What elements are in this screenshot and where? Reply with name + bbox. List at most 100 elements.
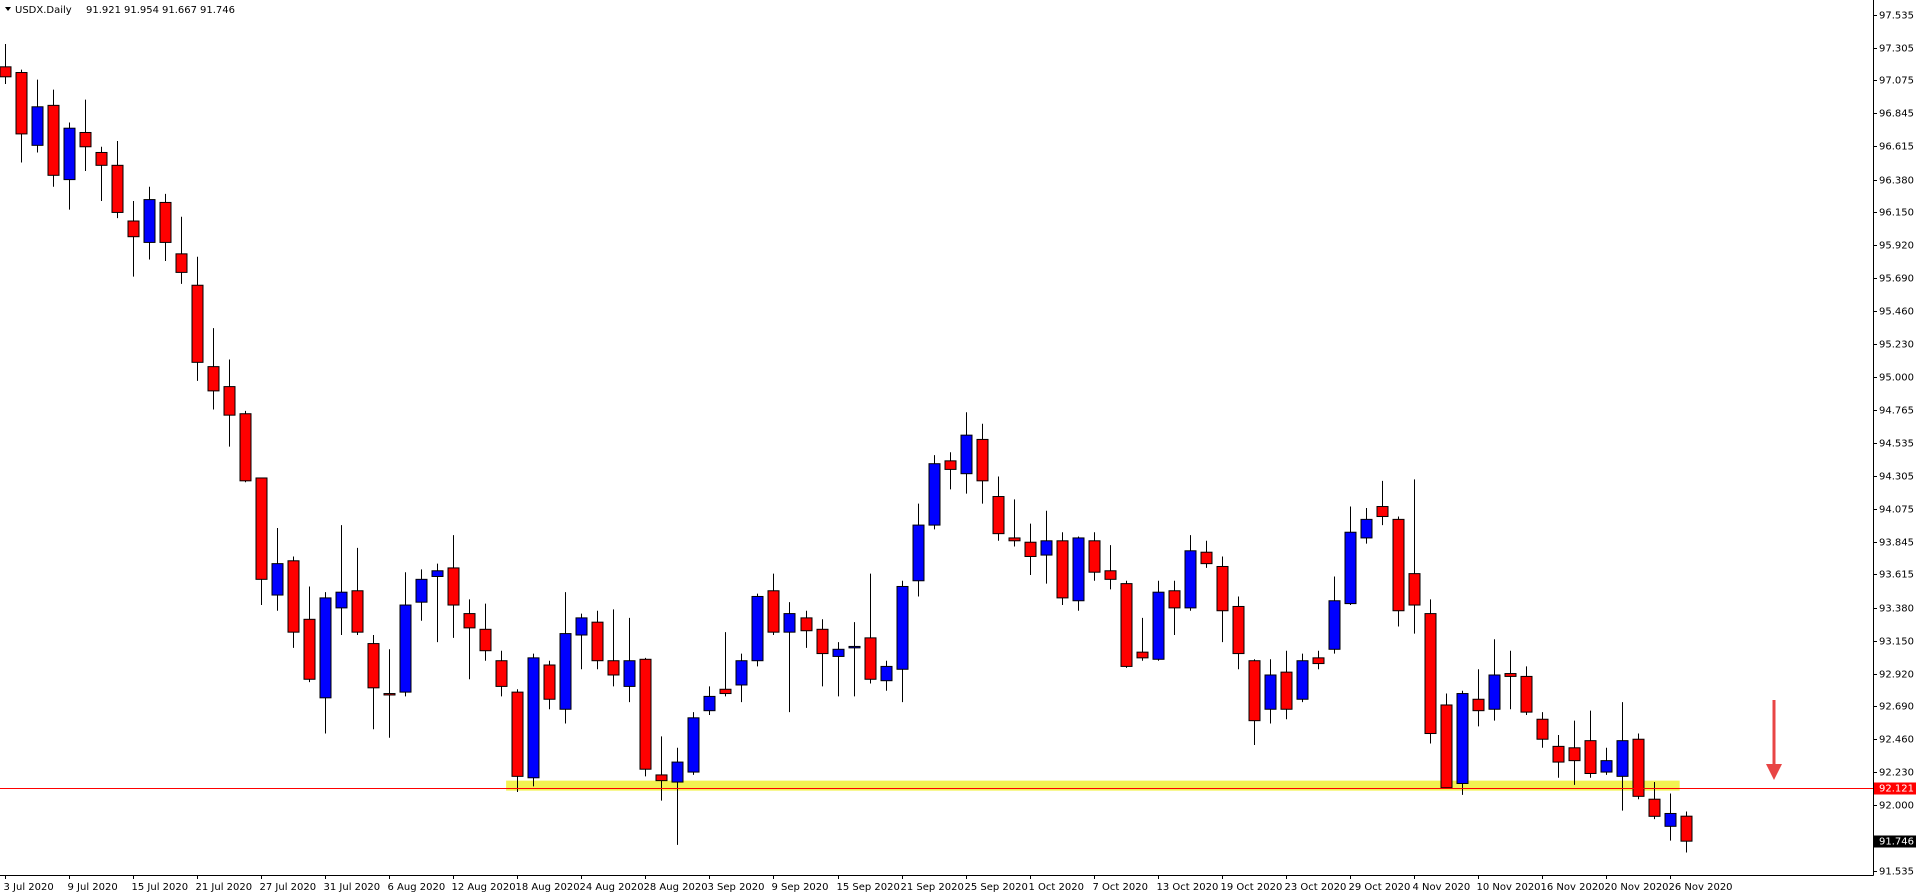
x-tick-label: 25 Sep 2020 [965, 882, 1028, 893]
candle-body [1568, 747, 1581, 762]
x-tick-label: 4 Nov 2020 [1413, 882, 1471, 893]
candle-body [1216, 565, 1229, 612]
candle-body [912, 524, 925, 582]
x-tick-label: 9 Sep 2020 [772, 882, 829, 893]
candle-layer [0, 43, 1693, 853]
candle-body [623, 660, 636, 687]
candle-body [191, 284, 204, 363]
candle-body [1488, 674, 1501, 710]
symbol-label: USDX.Daily [15, 5, 72, 16]
menu-triangle-icon[interactable] [5, 7, 11, 11]
candle-body [447, 567, 460, 606]
x-tick-label: 3 Jul 2020 [4, 882, 54, 893]
x-tick-label: 26 Nov 2020 [1669, 882, 1733, 893]
candle-body [79, 131, 92, 148]
x-tick-label: 24 Aug 2020 [580, 882, 644, 893]
y-tick-label: 92.230 [1879, 768, 1914, 779]
candle-body [1024, 541, 1037, 557]
candle-body [783, 613, 796, 633]
candle-body [1248, 660, 1261, 722]
y-tick-label: 93.845 [1879, 538, 1914, 549]
candle-body [1120, 583, 1133, 667]
candle-body [1648, 798, 1661, 817]
candle-body [63, 127, 76, 181]
y-tick-label: 96.150 [1879, 208, 1914, 219]
candle-body [47, 104, 60, 176]
candle-body [351, 590, 364, 633]
y-tick-label: 94.765 [1879, 406, 1914, 417]
x-tick-label: 3 Sep 2020 [708, 882, 765, 893]
candle-body [175, 253, 188, 273]
x-tick-label: 28 Aug 2020 [644, 882, 708, 893]
candle-body [1632, 738, 1645, 797]
x-tick-label: 21 Sep 2020 [901, 882, 964, 893]
candle-body [607, 660, 620, 676]
y-tick-label: 94.535 [1879, 439, 1914, 450]
candle-body [527, 657, 540, 779]
candle-body [383, 693, 396, 696]
candle-body [1536, 718, 1549, 740]
arrow-head [1766, 764, 1782, 780]
y-tick-label: 94.075 [1879, 505, 1914, 516]
candle-body [735, 660, 748, 686]
candle-body [655, 774, 668, 782]
candle-body [800, 617, 813, 632]
x-tick-label: 20 Nov 2020 [1605, 882, 1669, 893]
down-arrow [1766, 700, 1782, 780]
candle-body [543, 664, 556, 700]
candle-body [159, 201, 172, 243]
overlay-layer: 92.121 91.746 [0, 782, 1916, 848]
current-price-label: 91.746 [1879, 837, 1914, 848]
x-tick-label: 15 Jul 2020 [132, 882, 189, 893]
y-tick-label: 92.000 [1879, 801, 1914, 812]
y-tick-label: 97.075 [1879, 76, 1914, 87]
candle-body [944, 460, 957, 470]
candle-body [463, 613, 476, 629]
candle-body [1264, 674, 1277, 710]
y-tick-label: 96.380 [1879, 176, 1914, 187]
header-open: 91.921 [86, 5, 121, 16]
y-tick-label: 93.150 [1879, 637, 1914, 648]
candle-body [143, 199, 156, 243]
y-tick-label: 95.230 [1879, 340, 1914, 351]
candle-body [992, 496, 1005, 535]
price-level-label-box [1874, 782, 1916, 795]
candle-body [639, 658, 652, 770]
candle-body [1168, 590, 1181, 609]
y-tick-label: 97.535 [1879, 11, 1914, 22]
candle-body [1600, 760, 1613, 773]
candle-body [1584, 740, 1597, 774]
candle-body [976, 438, 989, 482]
candle-body [1472, 698, 1485, 712]
y-tick-label: 95.460 [1879, 307, 1914, 318]
candle-body [816, 628, 829, 655]
candle-body [1312, 657, 1325, 665]
y-tick-label: 92.920 [1879, 670, 1914, 681]
candle-body [335, 591, 348, 609]
support-zone [506, 780, 1680, 791]
candle-body [1296, 660, 1309, 700]
candle-body [575, 617, 588, 636]
candle-body [1360, 518, 1373, 539]
current-price-box [1874, 835, 1916, 848]
candle-body [479, 628, 492, 652]
x-tick-label: 21 Jul 2020 [196, 882, 253, 893]
x-tick-label: 7 Oct 2020 [1093, 882, 1148, 893]
candle-body [960, 434, 973, 475]
candle-body [1408, 573, 1421, 606]
x-tick-label: 10 Nov 2020 [1477, 882, 1541, 893]
candle-body [848, 645, 861, 649]
x-tick-label: 1 Oct 2020 [1029, 882, 1084, 893]
candle-body [127, 220, 140, 238]
candle-body [1088, 540, 1101, 573]
candle-body [495, 660, 508, 687]
candle-body [1424, 613, 1437, 735]
y-tick-label: 93.615 [1879, 570, 1914, 581]
candle-body [1520, 675, 1533, 713]
candle-body [1552, 745, 1565, 763]
candle-body [1232, 605, 1245, 655]
candle-body [511, 691, 524, 777]
candle-body [591, 621, 604, 662]
